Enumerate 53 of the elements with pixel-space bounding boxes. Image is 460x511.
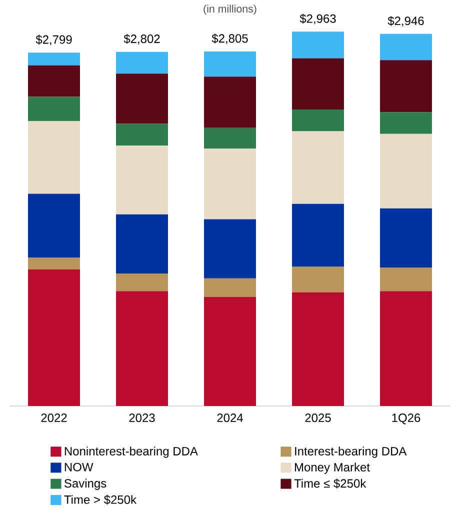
bar — [28, 65, 80, 97]
bar — [380, 267, 432, 292]
bar — [292, 58, 344, 110]
bar — [28, 194, 80, 258]
bar — [292, 32, 344, 58]
bar — [292, 131, 344, 204]
x-tick-label: 2022 — [41, 414, 67, 422]
legend-label: Noninterest-bearing DDA — [64, 446, 198, 458]
bar — [204, 278, 256, 298]
x-tick-label: 2023 — [129, 414, 155, 422]
bar — [380, 208, 432, 268]
legend-label: Time > $250k — [64, 494, 137, 505]
legend-label: NOW — [64, 462, 94, 472]
annotation: $2,946 — [388, 16, 424, 27]
bar — [116, 273, 168, 292]
bar — [380, 112, 432, 134]
bar — [380, 34, 432, 60]
chart-subtitle: (in millions) — [204, 4, 256, 15]
bar — [116, 124, 168, 146]
bar — [116, 74, 168, 124]
bar — [116, 145, 168, 214]
bar — [204, 297, 256, 406]
bar — [28, 52, 80, 66]
bar — [292, 204, 344, 267]
annotation: $2,802 — [124, 34, 160, 44]
bar — [292, 292, 344, 406]
bar — [204, 219, 256, 278]
bar — [380, 60, 432, 112]
x-tick-label: 1Q26 — [392, 414, 420, 424]
x-tick-label: 2024 — [217, 414, 243, 422]
annotation: $2,963 — [300, 14, 336, 24]
bar — [380, 291, 432, 406]
bar — [116, 52, 168, 74]
bar — [204, 148, 256, 220]
bar — [380, 134, 432, 208]
legend-label: Money Market — [294, 462, 370, 474]
bar — [28, 258, 80, 270]
legend-label: Time ≤ $250k — [294, 478, 366, 488]
annotation: $2,805 — [212, 34, 248, 44]
bar — [116, 291, 168, 406]
bar — [28, 96, 80, 122]
bar — [292, 110, 344, 132]
legend-label: Savings — [64, 478, 106, 490]
legend-label: Interest-bearing DDA — [295, 446, 407, 458]
bar — [204, 128, 256, 148]
x-tick-label: 2025 — [305, 414, 331, 422]
bar — [116, 214, 168, 274]
annotation: $2,799 — [36, 34, 72, 46]
bar — [204, 51, 256, 77]
bar — [292, 266, 344, 292]
bar — [204, 76, 256, 128]
bar — [28, 121, 80, 194]
bar — [28, 269, 80, 406]
